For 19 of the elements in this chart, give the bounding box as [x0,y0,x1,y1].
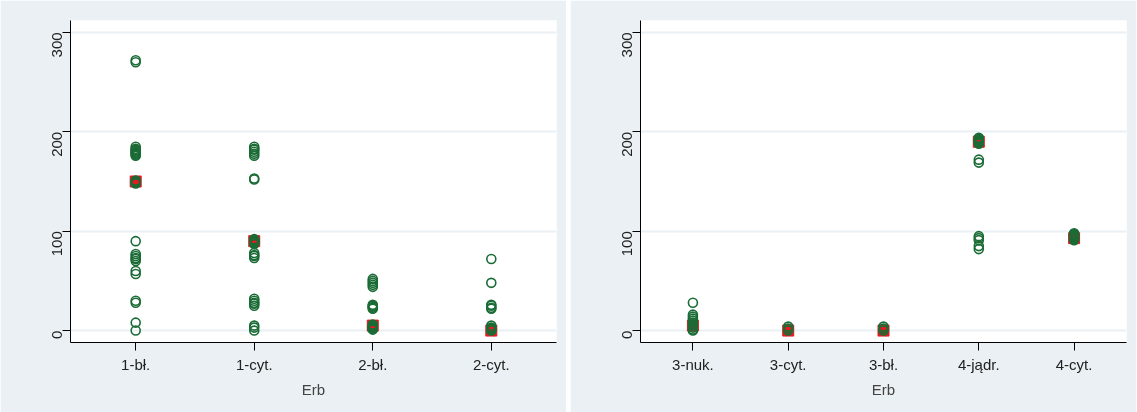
y-tick-label: 100 [618,231,636,257]
y-tick-label: 100 [48,231,66,257]
x-tick-label: 4-cyt. [1055,355,1093,373]
x-tick-label: 1-cyt. [235,355,273,373]
x-axis-title: Erb [871,380,896,398]
y-tick-label: 200 [618,131,636,157]
x-tick-label: 4-jądr. [957,355,1000,373]
y-tick-label: 0 [618,330,636,339]
x-tick-label: 3-bł. [868,355,899,373]
y-tick-label: 300 [618,32,636,58]
x-tick-label: 3-nuk. [672,355,714,373]
x-tick-label: 2-bł. [358,355,388,373]
y-tick-label: 300 [48,32,66,58]
y-tick-label: 200 [48,131,66,157]
y-tick-label: 0 [48,330,66,339]
x-tick-label: 1-bł. [121,355,151,373]
x-axis-title: Erb [301,380,326,398]
x-tick-label: 2-cyt. [472,355,510,373]
x-tick-label: 3-cyt. [769,355,807,373]
